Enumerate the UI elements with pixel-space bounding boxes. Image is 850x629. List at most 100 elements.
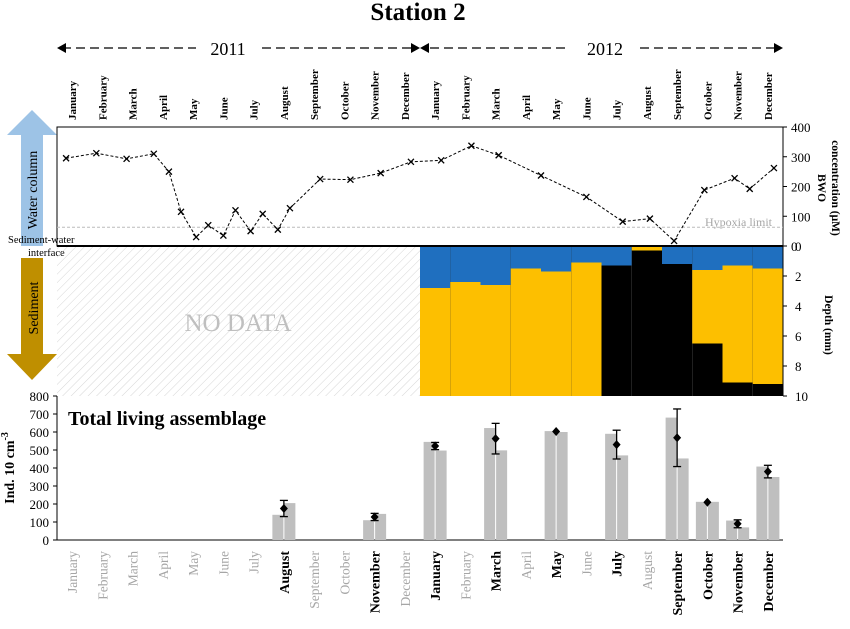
assemblage-bar: [768, 477, 780, 540]
sediment-label: Sediment: [27, 281, 42, 334]
assemblage-bar: [435, 450, 447, 540]
sediment-blue-layer: [662, 246, 693, 264]
sediment-column: [752, 246, 783, 396]
bwo-point-stroke: [407, 158, 415, 166]
depth-y-tick-label: 6: [795, 329, 802, 344]
bwo-plot-frame: [56, 126, 784, 247]
bottom-month-label: October: [337, 551, 352, 595]
sediment-column: [450, 246, 481, 396]
sediment-black-layer: [601, 246, 632, 396]
no-data-area: [57, 246, 420, 396]
top-month-label: June: [218, 97, 230, 120]
assemblage-mean-marker: [733, 519, 742, 529]
bwo-point-stroke: [192, 233, 200, 241]
bwo-point-stroke: [123, 155, 131, 163]
bwo-y-title-line2: concentration (μM): [829, 140, 841, 236]
bwo-y-title-line1: BWO: [815, 174, 827, 202]
hypoxia-limit-label: Hypoxia limit: [705, 215, 773, 229]
sediment-yellow-layer: [420, 288, 451, 396]
bwo-point: [177, 208, 185, 216]
depth-y-tick-label: 8: [795, 359, 802, 374]
bottom-month-label: September: [307, 550, 322, 608]
sediment-yellow-layer: [480, 285, 511, 396]
bottom-month-label: September: [671, 551, 686, 616]
bwo-point-stroke: [731, 174, 739, 182]
no-data-label: NO DATA: [184, 310, 291, 337]
assemblage-y-tick-label: 400: [30, 461, 50, 476]
depth-y-tick-label: 10: [795, 389, 808, 404]
bwo-point-stroke: [259, 210, 267, 218]
top-month-label: August: [279, 86, 291, 120]
bottom-month-label: February: [95, 551, 110, 600]
bwo-point: [407, 158, 415, 166]
bottom-month-label: April: [519, 551, 534, 580]
sediment-yellow-layer: [692, 270, 723, 344]
sediment-blue-layer: [450, 246, 481, 282]
assemblage-mean-marker: [279, 504, 288, 513]
bwo-y-tick-label: 0: [791, 239, 798, 254]
bwo-point: [346, 176, 354, 184]
bwo-point-stroke: [316, 175, 324, 183]
figure-title: Station 2: [370, 0, 465, 26]
sediment-column: [541, 246, 572, 396]
top-month-label: July: [249, 99, 261, 120]
assemblage-bar-group: [726, 519, 750, 540]
bwo-point-stroke: [177, 208, 185, 216]
bwo-point: [746, 185, 754, 193]
sediment-column: [662, 246, 693, 396]
bwo-point-stroke: [247, 227, 255, 235]
sediment-blue-layer: [571, 246, 602, 263]
bottom-month-label: August: [278, 551, 293, 594]
timeline-mid-arrowhead-right: [411, 43, 420, 53]
top-month-label: January: [430, 80, 442, 120]
bwo-point: [316, 175, 324, 183]
assemblage-y-tick-label: 700: [30, 407, 50, 422]
bwo-point: [495, 151, 503, 159]
assemblage-y-tick-label: 100: [30, 515, 50, 530]
bwo-y-tick-label: 400: [791, 120, 811, 135]
year-timeline: 2011 2012: [57, 39, 783, 59]
bwo-point-stroke: [377, 169, 385, 177]
assemblage-bar: [484, 428, 496, 540]
bwo-point-stroke: [150, 150, 158, 158]
sediment-blue-layer: [420, 246, 451, 288]
bwo-panel: Hypoxia limit 0 100 200 300 400 BWO concentr…: [56, 120, 841, 254]
bottom-month-label: December: [762, 551, 777, 612]
bwo-point-stroke: [619, 218, 627, 226]
sediment-blue-layer: [692, 246, 723, 270]
assemblage-bar-group: [756, 464, 780, 540]
bwo-point-stroke: [467, 142, 475, 150]
bwo-point: [62, 154, 70, 162]
top-month-label: August: [642, 86, 654, 120]
bwo-point-stroke: [219, 232, 227, 240]
bwo-series: [62, 142, 778, 245]
sediment-blue-layer: [752, 246, 783, 269]
bwo-point-stroke: [346, 176, 354, 184]
top-month-label: November: [370, 71, 382, 120]
bwo-point: [274, 226, 282, 234]
year-2012-label: 2012: [587, 39, 623, 59]
bottom-month-label: May: [186, 551, 201, 576]
bwo-point-stroke: [437, 156, 445, 164]
bottom-month-label: May: [550, 551, 565, 578]
top-month-label: March: [491, 88, 503, 120]
top-month-label: January: [67, 80, 79, 120]
depth-y-tick-label: 4: [795, 299, 802, 314]
sediment-yellow-layer: [541, 271, 572, 396]
bwo-point: [770, 164, 778, 172]
sediment-blue-layer: [601, 246, 632, 266]
sediment-panel: NO DATA 0 2 4 6 8 10 Depth (mm): [57, 239, 834, 404]
bottom-month-label: July: [611, 551, 626, 577]
assemblage-bar: [617, 455, 629, 540]
bwo-point: [92, 149, 100, 157]
top-month-label: September: [309, 69, 321, 120]
assemblage-y-tick-label: 500: [30, 443, 50, 458]
bwo-y-ticks: 0 100 200 300 400: [783, 120, 811, 254]
bwo-y-tick-label: 100: [791, 209, 811, 224]
top-month-label: February: [97, 75, 109, 120]
sediment-arrow: Sediment: [7, 258, 57, 380]
assemblage-mean-marker: [552, 426, 561, 436]
depth-y-tick-label: 0: [795, 239, 802, 254]
bwo-point-stroke: [770, 164, 778, 172]
